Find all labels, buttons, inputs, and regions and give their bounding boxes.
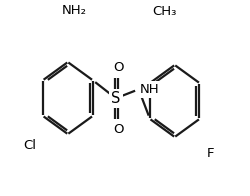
Text: CH₃: CH₃	[152, 5, 176, 18]
Text: Cl: Cl	[23, 139, 36, 152]
Text: S: S	[111, 91, 120, 106]
Text: O: O	[113, 123, 124, 136]
Text: F: F	[207, 147, 214, 160]
Text: O: O	[113, 61, 124, 74]
Text: NH: NH	[140, 83, 160, 96]
Text: NH₂: NH₂	[62, 4, 86, 17]
